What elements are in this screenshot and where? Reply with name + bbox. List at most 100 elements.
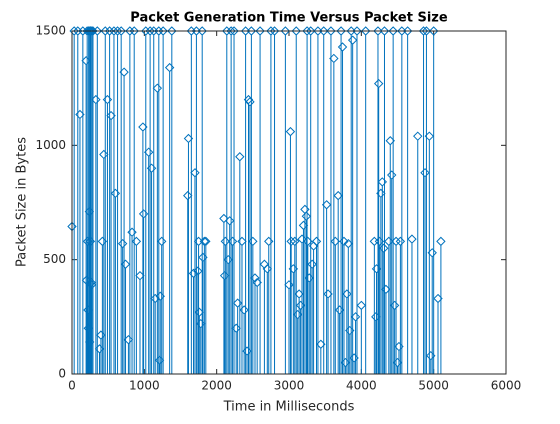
stem <box>250 273 260 374</box>
stem <box>311 236 322 374</box>
y-tick-label: 1500 <box>35 24 66 38</box>
stem <box>360 26 371 374</box>
stem <box>373 26 383 374</box>
stem <box>336 26 346 374</box>
stem <box>290 236 300 374</box>
stem <box>337 42 348 374</box>
stem <box>376 188 386 374</box>
stem <box>145 26 155 374</box>
x-tick-label: 5000 <box>418 379 449 393</box>
stem <box>280 26 291 374</box>
stem <box>129 26 139 374</box>
stem <box>154 26 164 374</box>
stem <box>301 211 312 374</box>
stem <box>197 26 207 374</box>
stem <box>302 26 312 374</box>
x-tick-label: 1000 <box>129 379 160 393</box>
stem <box>339 236 349 374</box>
stem <box>227 236 238 374</box>
stem <box>158 26 168 374</box>
stem <box>239 305 249 374</box>
stem <box>246 26 257 374</box>
x-tick-label: 3000 <box>274 379 305 393</box>
stem <box>418 26 429 374</box>
stem <box>125 26 135 374</box>
stem <box>120 259 131 374</box>
stem <box>222 26 232 374</box>
stem <box>123 334 134 374</box>
stem <box>109 26 119 374</box>
stem <box>152 83 163 374</box>
stem <box>269 26 280 374</box>
stem <box>305 26 316 374</box>
stem <box>143 147 154 374</box>
y-tick-label: 500 <box>43 252 66 266</box>
stem <box>92 26 103 374</box>
stem <box>220 236 231 374</box>
stem <box>199 236 210 374</box>
stem <box>167 26 177 374</box>
stem <box>112 26 123 374</box>
stem <box>413 131 423 374</box>
stem <box>91 94 101 374</box>
stem <box>229 26 239 374</box>
y-tick-label: 0 <box>58 367 66 381</box>
stem <box>373 78 384 374</box>
stem <box>141 26 151 374</box>
stem <box>329 53 339 374</box>
stem <box>266 26 276 374</box>
chart-title: Packet Generation Time Versus Packet Siz… <box>130 11 448 26</box>
stem <box>201 236 211 374</box>
stem <box>350 312 361 374</box>
stem <box>231 323 241 374</box>
stem <box>421 26 432 374</box>
stem <box>119 67 129 374</box>
stem <box>69 26 79 374</box>
stem <box>428 26 439 374</box>
stem <box>307 259 317 374</box>
stem <box>427 248 437 374</box>
stem <box>190 168 200 374</box>
stem <box>352 26 362 374</box>
stem <box>226 26 236 374</box>
stem <box>395 236 406 374</box>
stem <box>237 236 247 374</box>
stem <box>420 168 430 374</box>
stem <box>407 234 417 374</box>
stem <box>248 236 258 374</box>
stem <box>88 26 98 374</box>
stem <box>387 170 397 374</box>
stem <box>262 264 273 374</box>
x-tick-label: 0 <box>68 379 76 393</box>
axes-box <box>71 30 507 375</box>
stem <box>356 300 367 374</box>
stem <box>326 26 336 374</box>
y-tick-label: 1000 <box>35 138 66 152</box>
stem <box>424 131 435 374</box>
stem <box>347 35 358 374</box>
x-tick-label: 4000 <box>346 379 377 393</box>
stem <box>319 26 329 374</box>
stem <box>183 190 193 374</box>
stem <box>131 236 142 374</box>
stem <box>100 26 110 374</box>
stem <box>402 26 413 374</box>
stem <box>104 26 115 374</box>
stem <box>117 238 128 374</box>
x-axis-label: Time in Milliseconds <box>223 400 355 415</box>
x-tick-label: 2000 <box>201 379 232 393</box>
stem <box>224 216 235 374</box>
x-tick-label: 6000 <box>491 379 522 393</box>
stem <box>342 289 352 374</box>
stem <box>156 236 167 374</box>
y-axis-label: Packet Size in Bytes <box>15 137 30 267</box>
stem <box>379 26 390 374</box>
stem <box>255 26 265 374</box>
stem <box>388 26 398 374</box>
stem <box>116 26 126 374</box>
stem <box>379 243 389 374</box>
stem <box>436 236 446 374</box>
stem <box>99 149 109 374</box>
stem <box>285 126 296 374</box>
